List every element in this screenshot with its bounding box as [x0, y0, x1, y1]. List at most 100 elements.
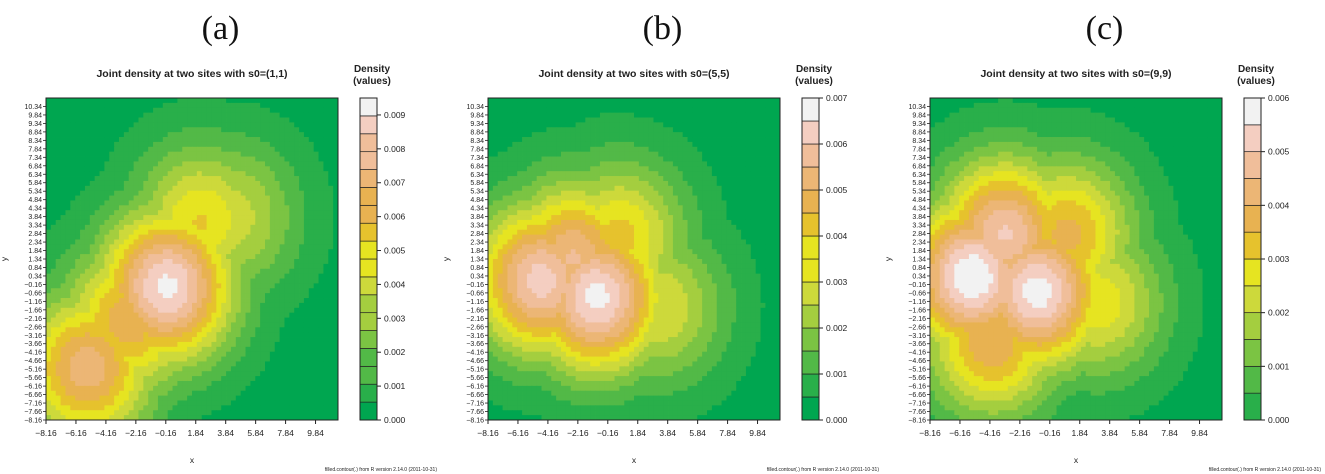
legend-band — [1243, 339, 1262, 367]
y-tick-label: 7.34 — [912, 155, 926, 162]
y-tick-label: 6.34 — [912, 172, 926, 179]
legend-band — [359, 240, 378, 260]
density-heatmap-chart: Joint density at two sites with s0=(5,5)… — [441, 64, 879, 473]
y-tick-label: 1.34 — [912, 257, 926, 264]
x-tick-label: −2.16 — [567, 428, 589, 438]
legend-band — [801, 373, 820, 398]
x-tick-label: −2.16 — [1009, 428, 1031, 438]
legend-band — [1243, 124, 1262, 153]
y-tick-label: 8.34 — [912, 138, 926, 145]
y-tick-label: 9.84 — [470, 112, 484, 119]
y-tick-label: −2.16 — [466, 316, 484, 323]
legend-band — [801, 258, 820, 283]
y-tick-label: 0.34 — [28, 273, 42, 280]
y-tick-label: −4.16 — [24, 350, 42, 357]
y-tick-label: 5.34 — [28, 189, 42, 196]
legend-subtitle: (values) — [1237, 76, 1275, 87]
y-tick-label: 5.34 — [912, 189, 926, 196]
y-tick-label: 3.34 — [28, 223, 42, 230]
y-tick-label: 8.34 — [28, 138, 42, 145]
y-tick-label: −0.66 — [908, 290, 926, 297]
y-tick-label: −7.16 — [908, 401, 926, 408]
x-tick-label: 5.84 — [689, 428, 706, 438]
density-field — [46, 98, 339, 421]
legend-band — [359, 222, 378, 242]
y-tick-label: 1.84 — [470, 248, 484, 255]
y-tick-label: −0.16 — [908, 282, 926, 289]
legend-band — [801, 350, 820, 375]
x-tick-label: −4.16 — [979, 428, 1001, 438]
y-tick-label: −6.16 — [908, 384, 926, 391]
chart-title: Joint density at two sites with s0=(1,1) — [96, 68, 287, 80]
y-tick-label: 0.34 — [470, 273, 484, 280]
panel-c: (c) Joint density at two sites with s0=(… — [883, 0, 1325, 474]
legend-tick-label: 0.006 — [1268, 93, 1290, 103]
y-tick-label: −5.66 — [24, 375, 42, 382]
x-tick-label: −0.16 — [155, 428, 177, 438]
y-tick-label: 8.84 — [470, 129, 484, 136]
legend-tick-label: 0.001 — [826, 369, 848, 379]
density-field — [930, 98, 1223, 421]
panel-label: (c) — [1085, 10, 1124, 47]
legend-band — [359, 97, 378, 117]
y-tick-label: −3.66 — [908, 341, 926, 348]
y-tick-label: 4.34 — [470, 206, 484, 213]
legend-band — [359, 365, 378, 385]
y-axis-label: y — [0, 256, 9, 261]
footer-note: filled.contour(.) from R version 2.14.0 … — [1209, 467, 1322, 473]
y-tick-label: −1.16 — [24, 299, 42, 306]
y-axis-label: y — [883, 256, 893, 261]
legend-tick-label: 0.000 — [384, 415, 406, 425]
legend-tick-label: 0.007 — [384, 178, 406, 188]
legend-tick-label: 0.005 — [826, 185, 848, 195]
x-tick-label: 1.84 — [629, 428, 646, 438]
x-tick-label: 7.84 — [277, 428, 294, 438]
y-tick-label: −6.16 — [466, 384, 484, 391]
legend-tick-label: 0.006 — [384, 212, 406, 222]
legend-band — [801, 166, 820, 191]
y-tick-label: 1.84 — [28, 248, 42, 255]
y-tick-label: −8.16 — [24, 418, 42, 425]
legend-tick-label: 0.002 — [1268, 308, 1290, 318]
y-tick-label: −7.16 — [466, 401, 484, 408]
y-tick-label: 9.34 — [912, 121, 926, 128]
x-tick-label: 7.84 — [719, 428, 736, 438]
legend-band — [801, 327, 820, 352]
panel-label: (b) — [642, 10, 683, 47]
y-tick-label: 3.34 — [470, 223, 484, 230]
legend-tick-label: 0.007 — [826, 93, 848, 103]
y-tick-label: 5.84 — [912, 180, 926, 187]
legend-band — [801, 143, 820, 168]
y-tick-label: 2.34 — [912, 240, 926, 247]
x-tick-label: 3.84 — [1101, 428, 1118, 438]
y-tick-label: 2.84 — [28, 231, 42, 238]
y-tick-label: −8.16 — [466, 418, 484, 425]
y-tick-label: −3.66 — [24, 341, 42, 348]
legend-tick-label: 0.001 — [1268, 361, 1290, 371]
legend-tick-label: 0.003 — [1268, 254, 1290, 264]
y-tick-label: 7.84 — [28, 146, 42, 153]
y-tick-label: −1.66 — [466, 307, 484, 314]
x-tick-label: −6.16 — [507, 428, 529, 438]
y-tick-label: 6.84 — [912, 163, 926, 170]
legend-band — [1243, 204, 1262, 233]
legend-subtitle: (values) — [353, 76, 391, 87]
y-tick-label: 6.34 — [470, 172, 484, 179]
y-tick-label: 7.84 — [912, 146, 926, 153]
legend-tick-label: 0.002 — [826, 323, 848, 333]
legend-band — [359, 294, 378, 314]
y-tick-label: 6.34 — [28, 172, 42, 179]
legend-title: Density — [1238, 64, 1275, 75]
y-tick-label: −7.16 — [24, 401, 42, 408]
x-tick-label: 3.84 — [217, 428, 234, 438]
y-tick-label: −5.16 — [24, 367, 42, 374]
x-axis-label: x — [190, 455, 195, 465]
y-tick-label: 8.84 — [912, 129, 926, 136]
y-tick-label: −4.66 — [908, 358, 926, 365]
legend-tick-label: 0.004 — [826, 231, 848, 241]
x-tick-label: −4.16 — [537, 428, 559, 438]
legend-frame — [359, 97, 378, 421]
legend-band — [1243, 312, 1262, 340]
legend-tick-label: 0.004 — [1268, 200, 1290, 210]
y-tick-label: 2.34 — [28, 240, 42, 247]
